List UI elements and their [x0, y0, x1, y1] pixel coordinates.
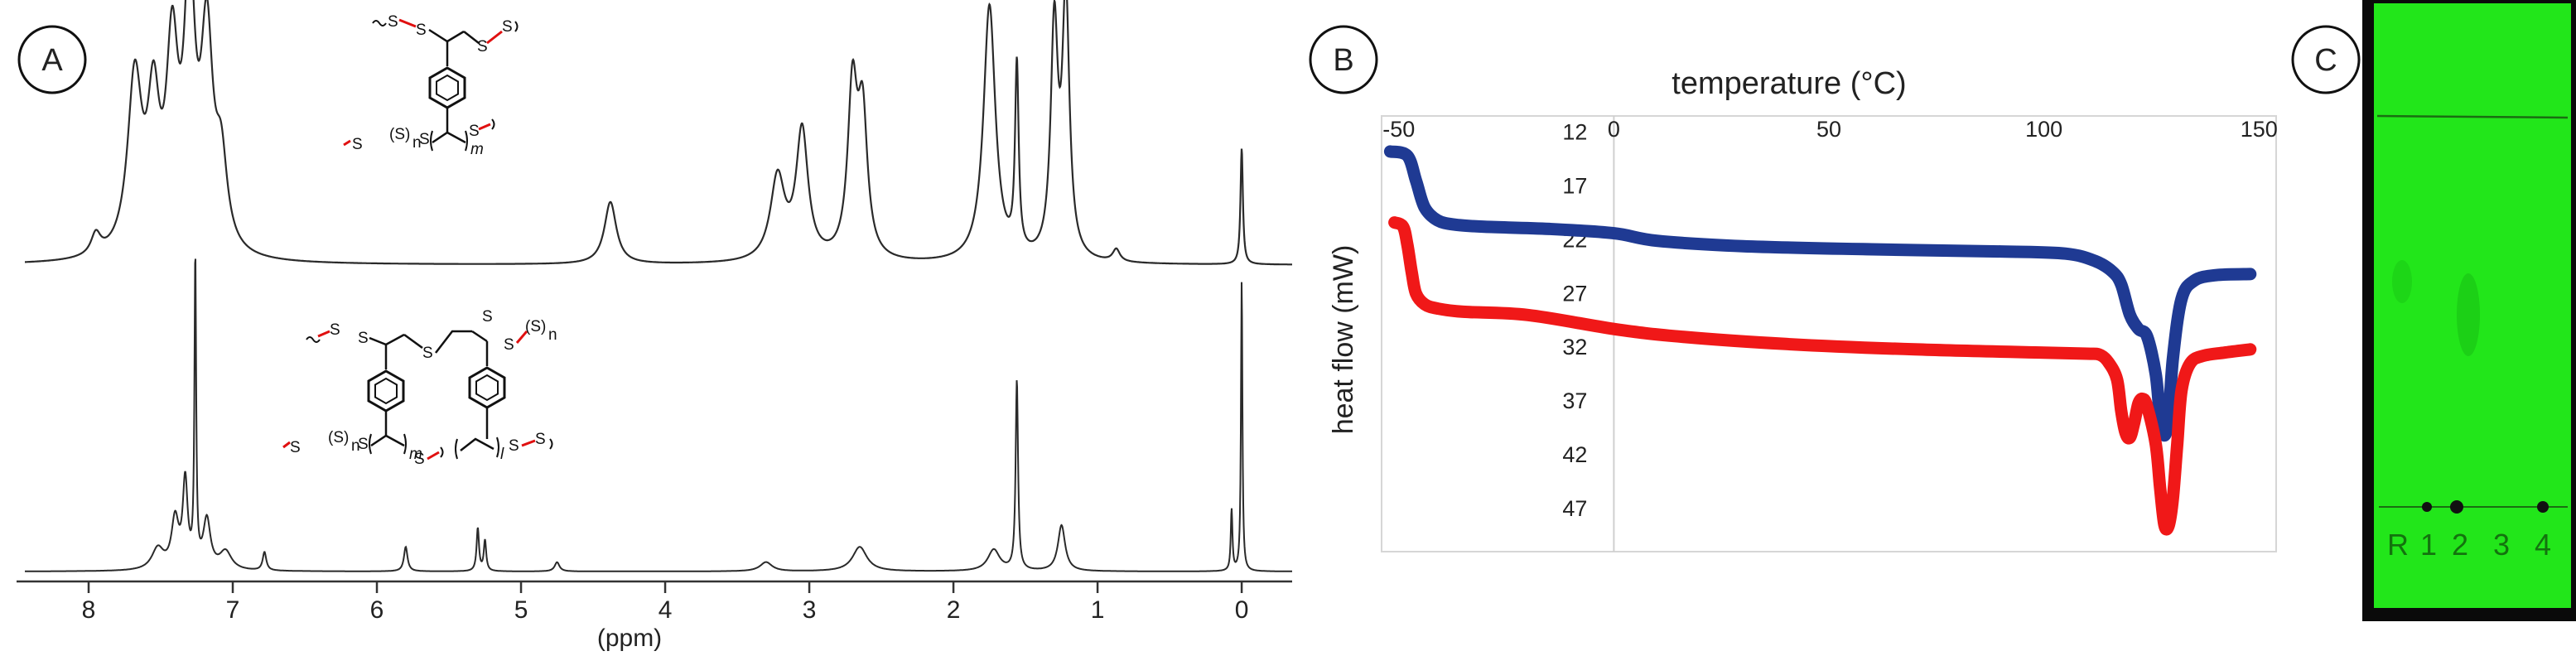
- svg-text:S: S: [509, 437, 519, 455]
- dsc-x-tick-label: -50: [1382, 117, 1415, 142]
- svg-text:1: 1: [2420, 528, 2437, 562]
- panel-c-letter: C: [2314, 43, 2337, 78]
- dsc-y-tick-label: 12: [1562, 119, 1587, 144]
- spot-lane-1: [2422, 502, 2432, 512]
- svg-text:S: S: [416, 22, 427, 39]
- spot-lane-4: [2537, 501, 2549, 513]
- svg-text:S: S: [358, 436, 369, 453]
- svg-text:(S): (S): [389, 126, 410, 143]
- dsc-plot-frame: [1381, 115, 2277, 552]
- nmr-tick-label: 4: [658, 596, 673, 624]
- svg-text:S: S: [419, 131, 430, 148]
- spot-lane-2: [2450, 500, 2463, 514]
- solvent-front-line: [2376, 114, 2569, 119]
- lane-r-streak: [2392, 260, 2412, 303]
- dsc-y-tick-label: 42: [1562, 442, 1587, 467]
- svg-text:S: S: [504, 336, 514, 354]
- svg-text:n: n: [351, 437, 360, 455]
- svg-text:S: S: [358, 330, 369, 347]
- svg-text:R: R: [2387, 528, 2409, 562]
- panel-a-badge: [17, 25, 87, 94]
- dsc-y-tick-label: 27: [1562, 281, 1587, 306]
- panel-b-badge: [1309, 25, 1378, 94]
- svg-text:n: n: [412, 134, 422, 152]
- dsc-y-tick-label: 37: [1562, 388, 1587, 413]
- nmr-tick-label: 8: [82, 596, 96, 624]
- nmr-tick-label: 6: [370, 596, 384, 624]
- svg-text:S: S: [482, 308, 493, 326]
- panel-a: A 8 7 6 5 4 3 2 1 0 (ppm) S S S S S (S) n S: [17, 0, 1292, 652]
- svg-text:S: S: [469, 123, 480, 140]
- nmr-tick-label: 1: [1091, 596, 1105, 624]
- svg-text:S: S: [388, 13, 398, 31]
- svg-text:3: 3: [2493, 528, 2510, 562]
- dsc-x-tick-label: 150: [2241, 117, 2278, 142]
- lane-2-streak: [2457, 273, 2480, 356]
- dsc-x-tick-label: 100: [2025, 117, 2062, 142]
- panel-c: C R 1 2 3 4: [2291, 0, 2576, 621]
- svg-text:S: S: [422, 345, 433, 362]
- svg-text:l: l: [500, 446, 504, 463]
- svg-text:S: S: [502, 18, 513, 36]
- svg-text:n: n: [548, 326, 557, 344]
- nmr-tick-label: 3: [803, 596, 817, 624]
- svg-text:m: m: [470, 141, 484, 158]
- dsc-xticks: -50 0 50 100 150: [1382, 117, 2278, 142]
- dsc-series-blue: [1383, 145, 2257, 442]
- nmr-ticks: 8 7 6 5 4 3 2 1 0: [82, 581, 1249, 624]
- svg-text:4: 4: [2535, 528, 2551, 562]
- svg-text:S: S: [535, 431, 546, 448]
- dsc-y-tick-label: 17: [1562, 173, 1587, 198]
- nmr-tick-label: 2: [947, 596, 961, 624]
- nmr-bottom-trace: [25, 258, 1292, 572]
- dsc-title-bg: [1582, 55, 1996, 113]
- svg-text:S: S: [290, 439, 301, 456]
- bottom-structure: S S S S S (S) n S (S) n S m: [282, 308, 557, 468]
- dsc-y-tick-label: 32: [1562, 335, 1587, 359]
- nmr-x-label: (ppm): [597, 625, 662, 652]
- dsc-series-red: [1388, 216, 2257, 536]
- svg-text:S: S: [477, 38, 488, 55]
- nmr-tick-label: 7: [226, 596, 240, 624]
- dsc-x-tick-label: 50: [1816, 117, 1841, 142]
- nmr-top-trace: [25, 0, 1292, 266]
- dsc-y-label: heat flow (mW): [1328, 245, 1359, 435]
- panel-b-letter: B: [1333, 43, 1353, 78]
- svg-text:m: m: [409, 446, 422, 463]
- nmr-tick-label: 0: [1235, 596, 1249, 624]
- panel-a-letter: A: [41, 43, 63, 78]
- lane-labels: R 1 2 3 4: [2387, 528, 2551, 562]
- svg-text:S: S: [414, 451, 425, 468]
- svg-text:S: S: [352, 136, 363, 153]
- svg-text:2: 2: [2452, 528, 2468, 562]
- nmr-tick-label: 5: [514, 596, 528, 624]
- dsc-y-tick-label: 47: [1562, 496, 1587, 521]
- dsc-x-tick-label: 0: [1608, 117, 1620, 142]
- svg-text:(S): (S): [525, 318, 546, 335]
- panel-c-badge: [2291, 25, 2361, 94]
- dsc-x-label: temperature (°C): [1672, 66, 1906, 101]
- top-structure: S S S S S (S) n S m S: [343, 13, 519, 158]
- svg-text:(S): (S): [328, 429, 349, 446]
- svg-text:S: S: [330, 321, 340, 339]
